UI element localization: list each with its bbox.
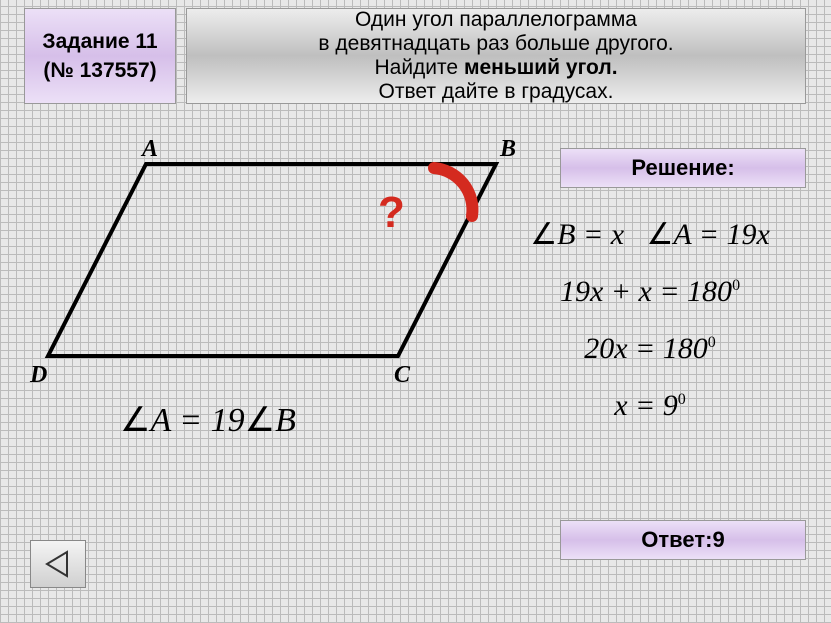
math-line4: x = 90 — [480, 377, 820, 434]
parallelogram-diagram: A B C D ? — [18, 140, 538, 500]
vertex-d-label: D — [30, 362, 47, 389]
vertex-a-label: A — [142, 136, 158, 163]
problem-line3-bold: меньший угол. — [464, 56, 618, 79]
question-mark: ? — [378, 188, 405, 238]
task-line2: (№ 137557) — [43, 56, 156, 85]
math-line1: ∠B = x ∠A = 19x — [480, 206, 820, 263]
back-triangle-icon — [43, 549, 73, 579]
problem-line4: Ответ дайте в градусах. — [379, 80, 614, 104]
vertex-b-label: B — [500, 136, 516, 163]
solution-label: Решение: — [631, 155, 734, 181]
answer-label: Ответ: — [641, 527, 712, 553]
math-line2: 19x + x = 1800 — [480, 263, 820, 320]
problem-line3: Найдите меньший угол. — [374, 56, 617, 80]
math-solution: ∠B = x ∠A = 19x 19x + x = 1800 20x = 180… — [480, 206, 820, 434]
problem-line3-pre: Найдите — [374, 56, 463, 79]
task-line1: Задание 11 — [42, 27, 157, 56]
problem-box: Один угол параллелограмма в девятнадцать… — [186, 8, 806, 104]
problem-line2: в девятнадцать раз больше другого. — [318, 32, 673, 56]
back-button[interactable] — [30, 540, 86, 588]
answer-value: 9 — [712, 527, 724, 553]
problem-line1: Один угол параллелограмма — [355, 8, 637, 32]
math-line3: 20x = 1800 — [480, 320, 820, 377]
answer-box: Ответ: 9 — [560, 520, 806, 560]
given-relation: ∠A = 19∠B — [120, 400, 296, 440]
vertex-c-label: C — [394, 362, 410, 389]
solution-label-box: Решение: — [560, 148, 806, 188]
task-box: Задание 11 (№ 137557) — [24, 8, 176, 104]
